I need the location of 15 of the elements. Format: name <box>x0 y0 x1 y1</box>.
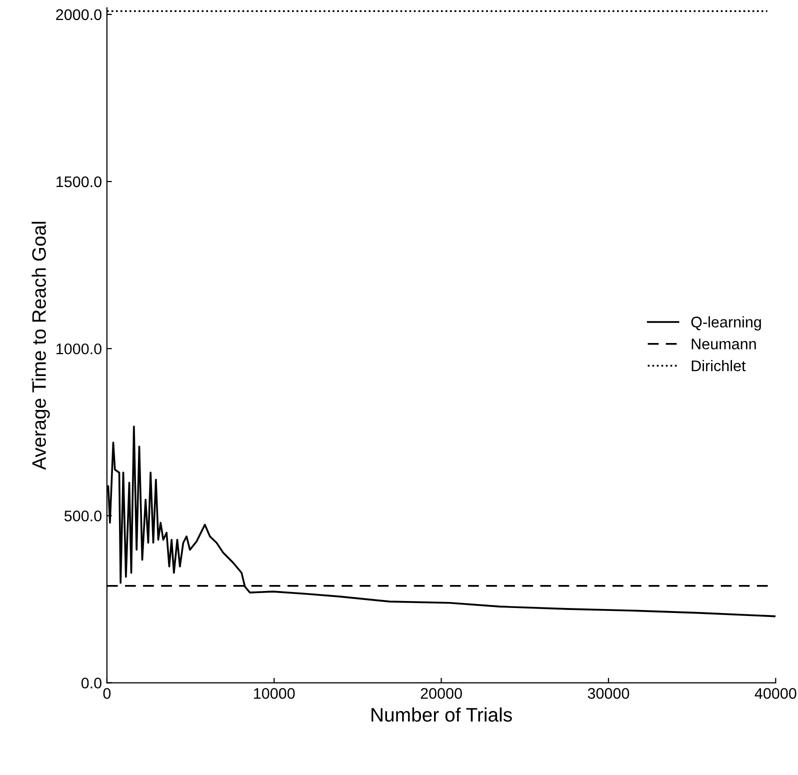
legend-label: Neumann <box>692 338 756 350</box>
y-tick-label: 1000.0 <box>56 343 102 354</box>
y-tick-label: 1500.0 <box>56 176 102 188</box>
x-tick-label: 0 <box>103 688 111 699</box>
x-axis-title: Number of Trials <box>372 707 512 722</box>
y-tick-label: 2000.0 <box>56 9 102 20</box>
x-tick-label: 40000 <box>754 688 796 699</box>
legend-label: Q-learning <box>691 316 761 331</box>
x-tick-label: 10000 <box>254 688 295 699</box>
x-tick-label: 20000 <box>420 688 462 699</box>
y-tick-label: 500.0 <box>64 510 102 522</box>
y-axis-title: Average Time to Reach Goal <box>32 222 50 470</box>
y-tick-label: 0.0 <box>81 678 102 688</box>
x-tick-label: 30000 <box>588 688 630 699</box>
legend-label: Dirichlet <box>692 360 746 372</box>
